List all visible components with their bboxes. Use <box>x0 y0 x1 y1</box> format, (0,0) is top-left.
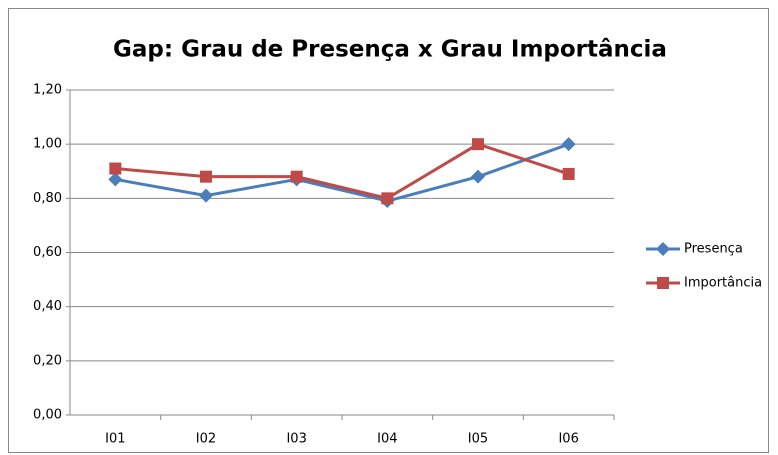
y-tick-label: 1,00 <box>33 137 62 152</box>
marker <box>200 170 212 183</box>
marker <box>561 137 576 152</box>
marker <box>290 170 303 183</box>
y-tick-label: 0,00 <box>33 408 62 423</box>
marker <box>657 277 669 289</box>
x-tick-label: I04 <box>377 432 397 447</box>
marker <box>108 172 123 187</box>
y-tick-label: 0,20 <box>33 353 62 368</box>
x-tick-label: I01 <box>105 432 125 447</box>
x-tick-label: I06 <box>558 432 578 447</box>
chart-border <box>8 8 769 453</box>
marker <box>562 167 575 180</box>
y-tick-label: 0,40 <box>33 299 62 314</box>
x-tick-label: I03 <box>286 432 306 447</box>
series-line <box>115 142 570 203</box>
marker <box>471 169 485 184</box>
legend-label: Presença <box>684 242 743 257</box>
marker <box>381 192 394 205</box>
marker <box>109 162 122 175</box>
x-tick-label: I02 <box>196 432 216 447</box>
y-tick-label: 0,60 <box>33 245 62 260</box>
legend-label: Importância <box>684 276 762 291</box>
marker <box>199 188 213 203</box>
y-tick-label: 0,80 <box>33 191 62 206</box>
marker <box>472 138 484 151</box>
marker <box>656 242 670 256</box>
x-tick-label: I05 <box>468 432 488 447</box>
chart-title: Gap: Grau de Presença x Grau Importância <box>113 37 667 63</box>
series-line <box>115 142 570 200</box>
y-tick-label: 1,20 <box>33 83 62 98</box>
